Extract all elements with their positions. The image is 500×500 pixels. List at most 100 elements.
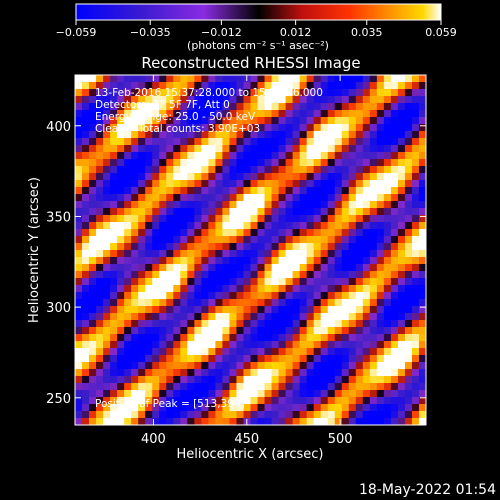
heatmap-cell — [278, 138, 286, 146]
heatmap-cell — [159, 152, 167, 160]
heatmap-cell — [166, 124, 174, 132]
heatmap-cell — [89, 257, 97, 265]
heatmap-cell — [264, 89, 272, 97]
heatmap-cell — [306, 103, 315, 111]
heatmap-cell — [306, 362, 315, 370]
heatmap-cell — [341, 194, 350, 202]
heatmap-cell — [313, 369, 322, 377]
heatmap-cell — [215, 117, 223, 125]
heatmap-cell — [264, 299, 272, 307]
heatmap-cell — [341, 397, 350, 405]
heatmap-cell — [376, 159, 385, 167]
heatmap-cell — [75, 229, 83, 237]
heatmap-cell — [103, 313, 111, 321]
heatmap-cell — [103, 341, 111, 349]
heatmap-cell — [418, 271, 427, 279]
heatmap-cell — [138, 369, 146, 377]
heatmap-cell — [250, 299, 258, 307]
heatmap-cell — [138, 376, 146, 384]
heatmap-cell — [82, 103, 90, 111]
heatmap-cell — [264, 397, 272, 405]
heatmap-cell — [383, 369, 392, 377]
heatmap-cell — [166, 306, 174, 314]
heatmap-cell — [243, 404, 251, 412]
heatmap-cell — [411, 313, 420, 321]
heatmap-cell — [250, 145, 258, 153]
heatmap-cell — [152, 285, 160, 293]
heatmap-cell — [369, 159, 378, 167]
heatmap-cell — [208, 306, 216, 314]
heatmap-cell — [250, 369, 258, 377]
heatmap-cell — [236, 82, 244, 90]
heatmap-cell — [96, 383, 104, 391]
heatmap-cell — [187, 110, 195, 118]
heatmap-cell — [411, 334, 420, 342]
heatmap-cell — [299, 145, 308, 153]
heatmap-cell — [145, 369, 153, 377]
heatmap-cell — [313, 82, 322, 90]
heatmap-cell — [397, 320, 406, 328]
heatmap-cell — [320, 166, 329, 174]
heatmap-cell — [138, 236, 146, 244]
heatmap-cell — [334, 187, 343, 195]
heatmap-cell — [243, 320, 251, 328]
heatmap-cell — [306, 138, 315, 146]
heatmap-cell — [397, 313, 406, 321]
heatmap-cell — [341, 131, 350, 139]
heatmap-cell — [187, 236, 195, 244]
heatmap-cell — [355, 418, 364, 426]
heatmap-cell — [110, 96, 118, 104]
heatmap-cell — [117, 159, 125, 167]
heatmap-cell — [103, 257, 111, 265]
heatmap-cell — [299, 404, 308, 412]
heatmap-cell — [145, 201, 153, 209]
heatmap-cell — [208, 187, 216, 195]
heatmap-cell — [173, 341, 181, 349]
heatmap-cell — [313, 271, 322, 279]
heatmap-cell — [82, 194, 90, 202]
heatmap-cell — [264, 243, 272, 251]
heatmap-cell — [236, 257, 244, 265]
heatmap-cell — [390, 166, 399, 174]
heatmap-cell — [411, 250, 420, 258]
heatmap-cell — [152, 96, 160, 104]
heatmap-cell — [124, 208, 132, 216]
heatmap-cell — [96, 131, 104, 139]
heatmap-cell — [215, 355, 223, 363]
heatmap-cell — [383, 257, 392, 265]
heatmap-cell — [355, 96, 364, 104]
heatmap-cell — [278, 152, 286, 160]
heatmap-cell — [215, 187, 223, 195]
heatmap-cell — [180, 411, 188, 419]
heatmap-cell — [320, 271, 329, 279]
heatmap-cell — [145, 313, 153, 321]
heatmap-cell — [243, 243, 251, 251]
heatmap-cell — [110, 82, 118, 90]
heatmap-cell — [103, 264, 111, 272]
heatmap-cell — [334, 145, 343, 153]
heatmap-cell — [306, 404, 315, 412]
heatmap-cell — [327, 271, 336, 279]
heatmap-cell — [320, 152, 329, 160]
heatmap-cell — [383, 159, 392, 167]
heatmap-cell — [257, 152, 265, 160]
heatmap-cell — [75, 355, 83, 363]
heatmap-cell — [320, 222, 329, 230]
heatmap-cell — [194, 187, 202, 195]
heatmap-cell — [159, 208, 167, 216]
heatmap-cell — [313, 75, 322, 83]
heatmap-cell — [89, 96, 97, 104]
heatmap-cell — [299, 166, 308, 174]
heatmap-cell — [75, 194, 83, 202]
heatmap-cell — [250, 334, 258, 342]
heatmap-cell — [117, 334, 125, 342]
heatmap-cell — [334, 313, 343, 321]
heatmap-cell — [285, 362, 294, 370]
heatmap-cell — [89, 250, 97, 258]
heatmap-cell — [292, 418, 301, 426]
heatmap-cell — [271, 173, 279, 181]
heatmap-cell — [145, 334, 153, 342]
colorbar-gradient — [75, 3, 442, 21]
heatmap-cell — [299, 313, 308, 321]
heatmap-cell — [299, 285, 308, 293]
